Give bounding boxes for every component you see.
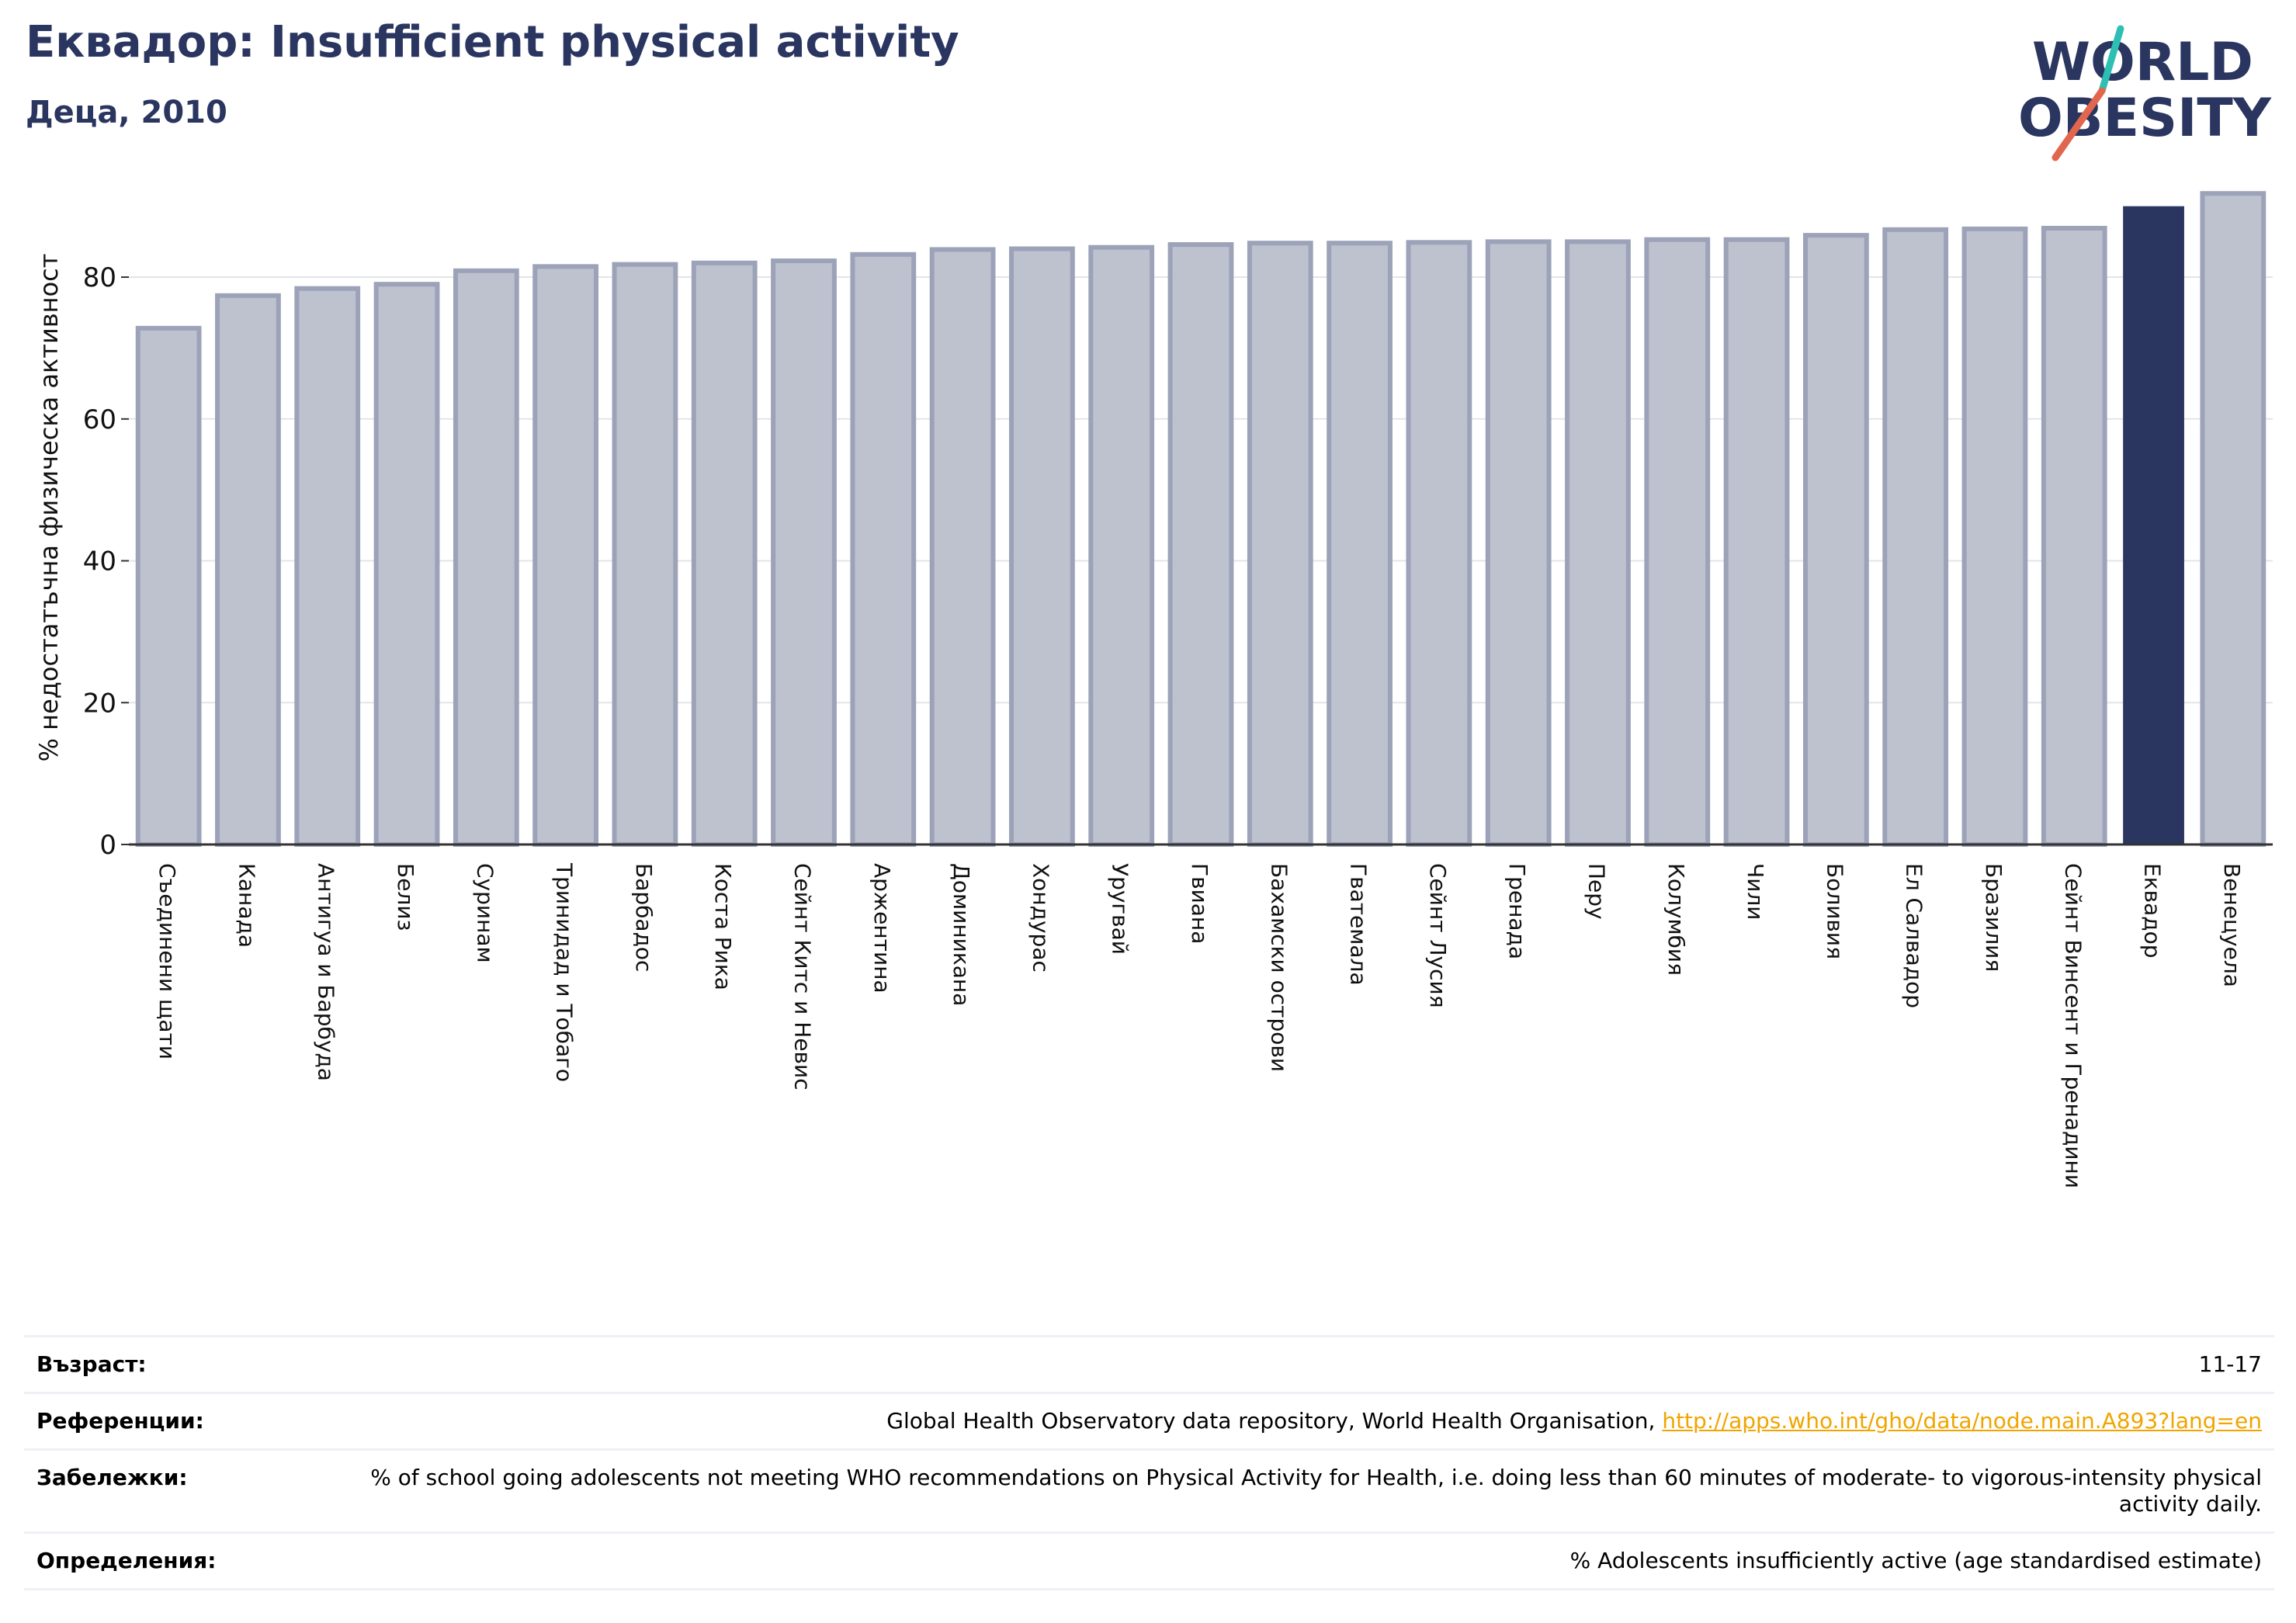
page-subtitle: Деца, 2010	[26, 95, 227, 130]
page-title: Еквадор: Insufficient physical activity	[26, 17, 959, 68]
notes-label: Забележки:	[24, 1448, 282, 1534]
info-table: Възраст: 11-17 Референции: Global Health…	[24, 1335, 2274, 1590]
bar	[1882, 227, 1949, 847]
bar	[2200, 191, 2267, 847]
bar	[2041, 226, 2107, 847]
bar	[1485, 239, 1552, 847]
x-tick-label: Суринам	[472, 863, 498, 963]
bar	[453, 268, 519, 847]
notes-value: % of school going adolescents not meetin…	[282, 1448, 2274, 1534]
bar	[1961, 226, 2028, 847]
bar	[612, 262, 678, 847]
bar	[1009, 246, 1075, 847]
y-tick-label: 40	[83, 546, 116, 577]
definitions-row: Определения: % Adolescents insufficientl…	[24, 1531, 2274, 1590]
logo-word-world: WORLD	[2032, 32, 2253, 93]
y-tick-label: 0	[99, 830, 116, 861]
x-tick-label: Гренада	[1504, 863, 1530, 959]
bar	[1723, 237, 1790, 847]
world-obesity-logo: WORLD OBESITY	[2018, 25, 2272, 161]
logo-slash-teal	[2098, 25, 2124, 95]
bar	[1565, 239, 1631, 847]
definitions-label: Определения:	[24, 1531, 282, 1590]
bar	[215, 293, 281, 847]
bar	[373, 282, 440, 848]
x-tick-label: Боливия	[1822, 863, 1847, 959]
x-tick-label: Бахамски острови	[1266, 863, 1292, 1072]
x-tick-label: Бразилия	[1981, 863, 2006, 972]
age-row: Възраст: 11-17	[24, 1335, 2274, 1394]
x-tick-label: Гвиана	[1187, 863, 1212, 944]
x-tick-label: Белиз	[393, 863, 418, 931]
bar-chart: 0 20 40 60 80 % недостатъчна физическа активн…	[34, 191, 2273, 1188]
age-label: Възраст:	[24, 1335, 282, 1394]
logo-word-obesity: OBESITY	[2018, 88, 2272, 149]
bar	[1327, 241, 1393, 847]
y-tick-label: 60	[83, 404, 116, 435]
x-tick-label: Доминикана	[949, 863, 974, 1006]
references-value: Global Health Observatory data repositor…	[282, 1392, 2274, 1451]
references-text: Global Health Observatory data repositor…	[886, 1408, 1663, 1434]
bar	[850, 251, 917, 847]
x-tick-label: Уругвай	[1108, 863, 1133, 955]
x-tick-label: Съединени щати	[154, 863, 180, 1059]
bar	[1802, 233, 1869, 847]
logo-slash-coral	[2051, 87, 2106, 161]
age-value: 11-17	[282, 1335, 2274, 1394]
references-label: Референции:	[24, 1392, 282, 1451]
x-tick-label: Перу	[1583, 863, 1609, 920]
bar	[1406, 240, 1472, 847]
x-tick-label: Ел Салвадор	[1902, 863, 1927, 1008]
bar-highlighted	[2123, 206, 2184, 844]
x-tick-label: Барбадос	[631, 863, 657, 972]
x-tick-label: Венецуела	[2219, 863, 2245, 987]
bar	[1247, 241, 1313, 847]
bar	[691, 260, 758, 848]
y-tick-label: 80	[83, 262, 116, 293]
bar	[1088, 244, 1155, 847]
bar	[1167, 242, 1234, 848]
x-tick-label: Коста Рика	[710, 863, 736, 990]
x-tick-label: Чили	[1743, 863, 1768, 921]
x-tick-label: Сейнт Винсент и Гренадини	[2060, 863, 2086, 1188]
x-tick-label: Колумбия	[1663, 863, 1689, 976]
y-axis-label: % недостатъчна физическа активност	[34, 254, 64, 762]
x-tick-label: Антигуа и Барбуда	[314, 863, 339, 1081]
x-tick-label: Сейнт Лусия	[1425, 863, 1451, 1008]
notes-row: Забележки: % of school going adolescents…	[24, 1448, 2274, 1534]
x-tick-label: Еквадор	[2140, 863, 2166, 959]
references-row: Референции: Global Health Observatory da…	[24, 1392, 2274, 1451]
x-tick-label: Хондурас	[1028, 863, 1053, 973]
x-tick-label: Канада	[234, 863, 259, 948]
x-tick-label: Гватемала	[1346, 863, 1372, 986]
references-link[interactable]: http://apps.who.int/gho/data/node.main.A…	[1662, 1408, 2262, 1434]
bar	[929, 247, 996, 847]
bar	[294, 286, 361, 847]
x-tick-label: Тринидад и Тобаго	[552, 862, 577, 1082]
bar	[1644, 237, 1711, 847]
definitions-value: % Adolescents insufficiently active (age…	[282, 1531, 2274, 1590]
x-tick-label: Сейнт Китс и Невис	[790, 863, 816, 1091]
bar	[135, 325, 202, 847]
y-tick-label: 20	[83, 688, 116, 719]
bar	[771, 258, 837, 847]
bar	[532, 264, 599, 848]
x-tick-label: Аржентина	[869, 863, 895, 994]
